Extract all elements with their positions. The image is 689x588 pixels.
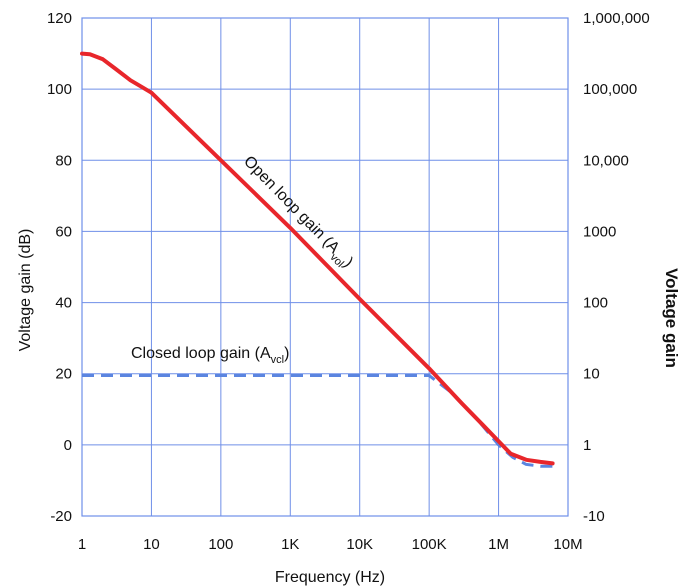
- y-right-tick-label: 100,000: [583, 81, 637, 98]
- x-tick-label: 100K: [412, 536, 447, 553]
- y-right-tick-label: -10: [583, 508, 605, 525]
- y-left-tick-label: 100: [47, 81, 72, 98]
- closed-loop-gain-subscript: vcl: [271, 354, 284, 366]
- x-axis-ticks: 1 10 100 1K 10K 100K 1M 10M: [78, 536, 583, 553]
- x-tick-label: 10: [143, 536, 160, 553]
- closed-loop-gain-close: ): [284, 345, 289, 362]
- x-tick-label: 10M: [553, 536, 582, 553]
- plot-frame: [81, 17, 569, 517]
- closed-loop-gain-line: [82, 374, 553, 468]
- y-right-tick-label: 10,000: [583, 152, 629, 169]
- y-axis-right-ticks: 1,000,000 100,000 10,000 1000 100 10 1 -10: [583, 10, 650, 525]
- y-left-tick-label: 80: [55, 152, 72, 169]
- y-left-tick-label: 60: [55, 223, 72, 240]
- x-tick-label: 1: [78, 536, 86, 553]
- x-tick-label: 1K: [281, 536, 299, 553]
- y-left-tick-label: 0: [64, 437, 72, 454]
- y-right-tick-label: 100: [583, 295, 608, 312]
- open-loop-gain-text: Open loop gain (A: [240, 153, 343, 257]
- y-right-tick-label: 1: [583, 437, 591, 454]
- grid: [81, 17, 569, 517]
- y-right-tick-label: 10: [583, 366, 600, 383]
- x-tick-label: 100: [208, 536, 233, 553]
- closed-loop-gain-label: Closed loop gain (Avcl): [131, 345, 289, 366]
- y-axis-right-title: Voltage gain: [662, 268, 681, 368]
- open-loop-gain-label: Open loop gain (Avol): [237, 153, 356, 274]
- series-layer: [80, 51, 555, 468]
- open-loop-gain-line: [80, 51, 555, 466]
- x-axis-title: Frequency (Hz): [275, 569, 385, 586]
- y-right-tick-label: 1,000,000: [583, 10, 650, 27]
- y-axis-left-ticks: 120 100 80 60 40 20 0 -20: [47, 10, 72, 525]
- y-right-tick-label: 1000: [583, 223, 616, 240]
- y-axis-left-title: Voltage gain (dB): [17, 229, 34, 352]
- y-left-tick-label: -20: [50, 508, 72, 525]
- closed-loop-gain-text: Closed loop gain (A: [131, 345, 271, 362]
- y-left-tick-label: 120: [47, 10, 72, 27]
- x-tick-label: 1M: [488, 536, 509, 553]
- x-tick-label: 10K: [346, 536, 373, 553]
- y-left-tick-label: 40: [55, 295, 72, 312]
- y-left-tick-label: 20: [55, 366, 72, 383]
